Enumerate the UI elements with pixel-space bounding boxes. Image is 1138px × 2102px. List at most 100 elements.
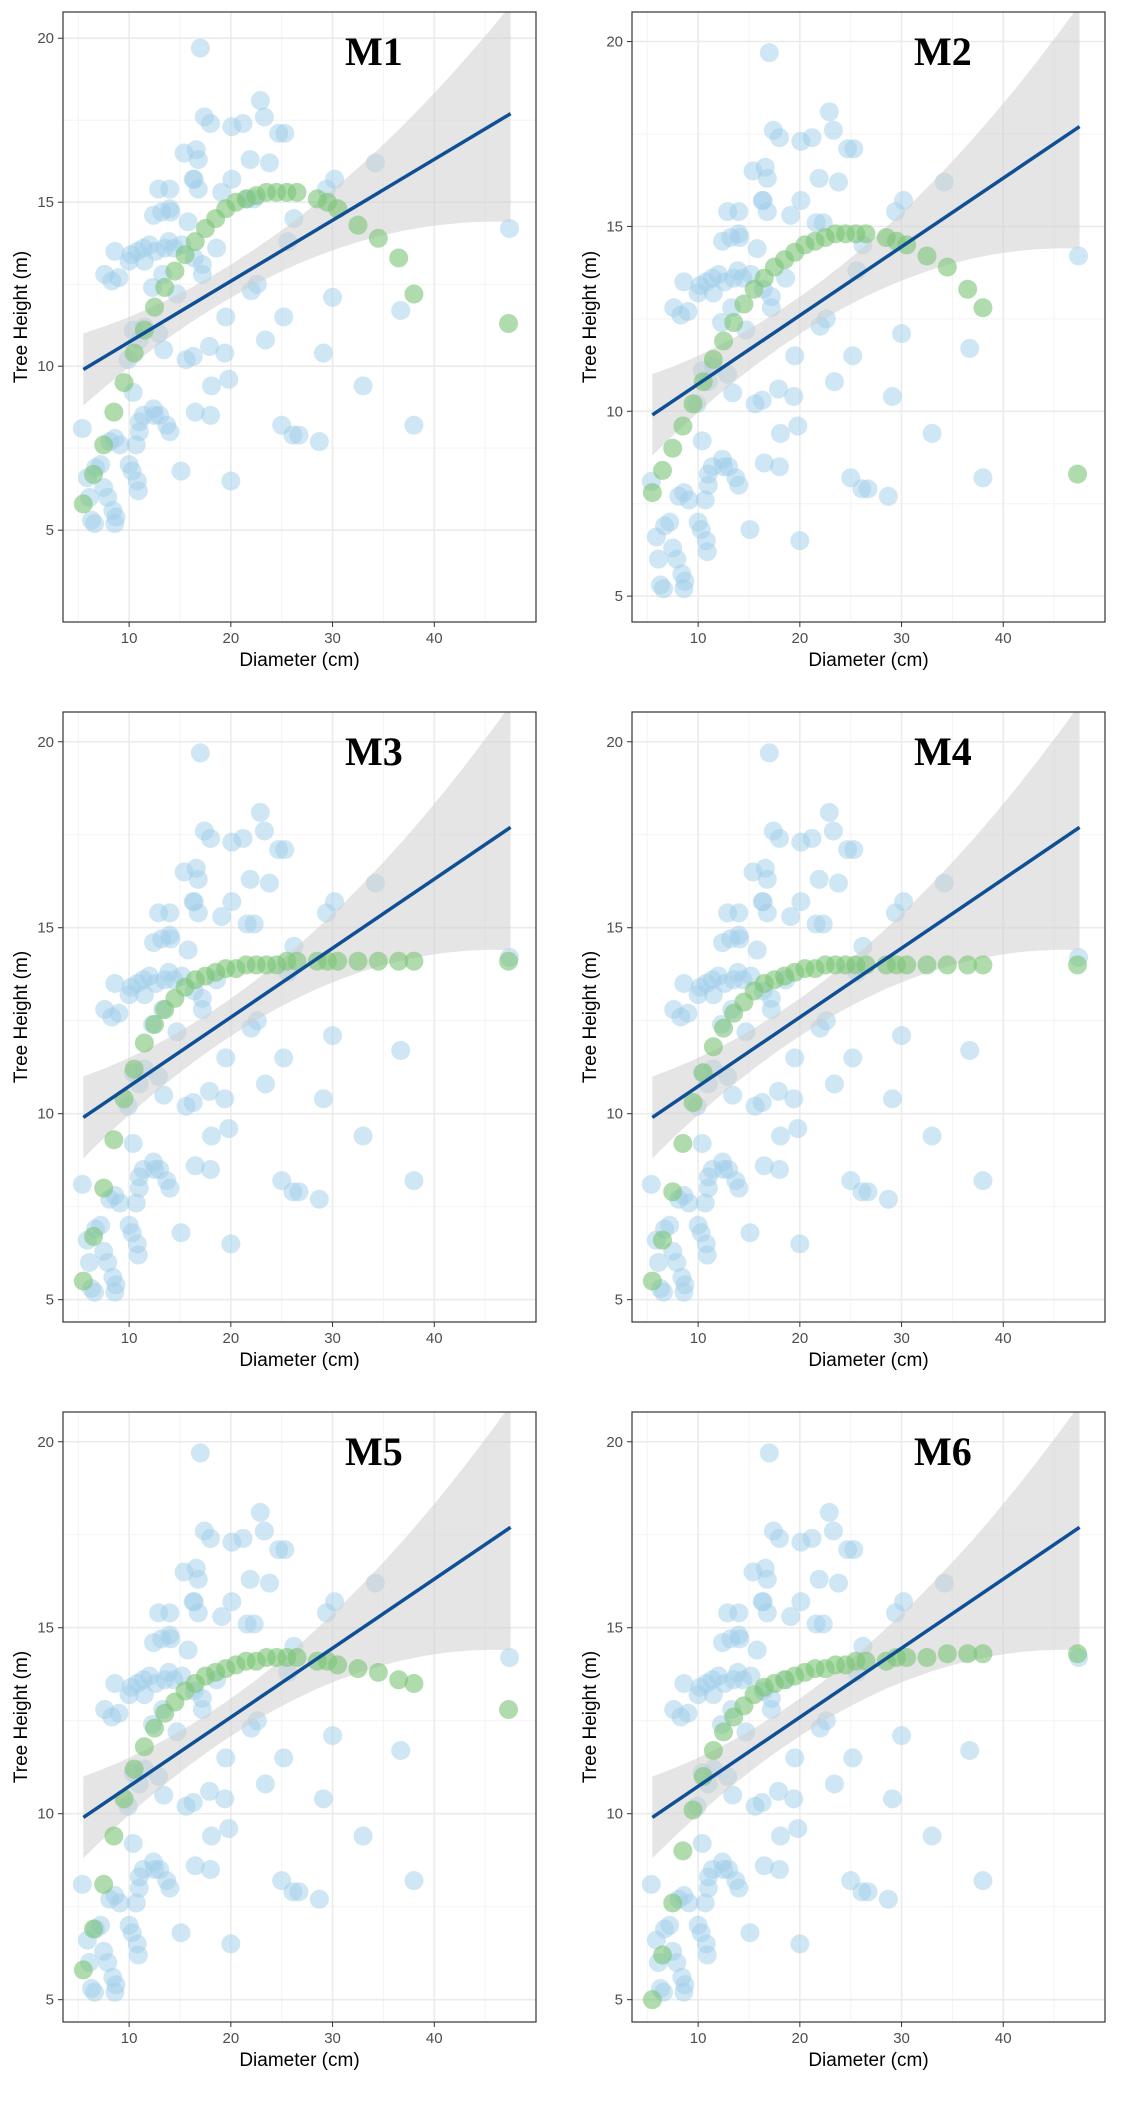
x-tick-label: 30 <box>893 1330 910 1347</box>
panel-title: M2 <box>914 29 972 74</box>
observed-point <box>753 892 773 912</box>
predicted-point <box>134 1737 154 1757</box>
observed-point <box>185 402 205 422</box>
x-tick-label: 20 <box>791 2030 808 2047</box>
observed-point <box>309 1189 329 1209</box>
predicted-point <box>499 1700 519 1720</box>
observed-point <box>183 1793 203 1813</box>
predicted-point <box>287 182 307 202</box>
observed-point <box>161 202 181 222</box>
observed-point <box>160 1878 180 1898</box>
observed-point <box>183 346 203 366</box>
predicted-point <box>114 1089 134 1109</box>
observed-point <box>105 1982 125 2002</box>
observed-point <box>761 298 781 318</box>
panel-title: M4 <box>914 729 972 774</box>
predicted-point <box>94 1874 114 1894</box>
observed-point <box>110 435 130 455</box>
predicted-point <box>1068 955 1088 975</box>
regression-line <box>651 125 1081 417</box>
observed-point <box>216 1048 236 1068</box>
observed-point <box>695 1193 715 1213</box>
predicted-point <box>734 294 754 314</box>
y-axis-title: Tree Height (m) <box>580 951 601 1083</box>
observed-point <box>752 1793 772 1813</box>
observed-point <box>110 1193 130 1213</box>
observed-point <box>161 929 181 949</box>
observed-point <box>126 1193 146 1213</box>
observed-point <box>222 169 242 189</box>
observed-point <box>109 268 129 288</box>
predicted-point <box>114 1789 134 1809</box>
predicted-point <box>642 1271 662 1291</box>
observed-point <box>269 123 289 143</box>
observed-point <box>145 405 165 425</box>
observed-point <box>323 1726 343 1746</box>
observed-point <box>679 1893 699 1913</box>
observed-point <box>697 1945 717 1965</box>
x-tick-label: 20 <box>222 1330 239 1347</box>
observed-point <box>759 743 779 763</box>
observed-point <box>754 453 774 473</box>
predicted-point <box>328 1655 348 1675</box>
observed-point <box>894 1592 914 1612</box>
predicted-point <box>368 951 388 971</box>
observed-point <box>922 1826 942 1846</box>
predicted-point <box>389 951 409 971</box>
observed-point <box>878 1889 898 1909</box>
predicted-point <box>703 1740 723 1760</box>
observed-point <box>788 416 808 436</box>
observed-point <box>714 1860 734 1879</box>
observed-point <box>127 974 147 994</box>
observed-point <box>679 1193 699 1213</box>
observed-point <box>154 340 174 360</box>
observed-point <box>843 346 863 366</box>
observed-point <box>892 1726 912 1746</box>
observed-point <box>212 907 232 927</box>
observed-point <box>695 1893 715 1913</box>
panel-title: M3 <box>345 729 403 774</box>
predicted-point <box>175 245 195 265</box>
observed-point <box>696 272 716 292</box>
predicted-point <box>94 435 114 455</box>
y-axis-title: Tree Height (m) <box>11 251 32 383</box>
observed-point <box>192 1700 212 1720</box>
predicted-point <box>653 1230 673 1250</box>
predicted-point <box>653 460 673 480</box>
y-tick-label: 20 <box>37 30 54 47</box>
observed-point <box>729 1178 749 1198</box>
x-tick-label: 20 <box>222 2030 239 2047</box>
observed-point <box>154 1085 174 1105</box>
predicted-point <box>287 1647 307 1667</box>
observed-point <box>129 1867 149 1887</box>
predicted-point <box>673 416 693 436</box>
observed-point <box>828 873 848 893</box>
observed-point <box>259 1573 279 1593</box>
observed-point <box>185 1856 205 1876</box>
plot-border <box>631 711 1106 1323</box>
x-tick-label: 10 <box>690 2030 707 2047</box>
observed-point <box>244 1614 264 1634</box>
observed-point <box>161 1629 181 1649</box>
predicted-point <box>145 297 165 317</box>
predicted-point <box>73 494 93 514</box>
observed-point <box>648 1252 668 1272</box>
observed-point <box>123 1833 143 1853</box>
x-tick-label: 20 <box>222 630 239 647</box>
observed-point <box>72 1874 92 1894</box>
predicted-point <box>104 402 124 422</box>
observed-point <box>769 128 789 148</box>
predicted-point <box>937 257 957 277</box>
predicted-point <box>404 284 424 304</box>
observed-point <box>784 386 804 406</box>
x-axis-title: Diameter (cm) <box>239 650 359 671</box>
observed-point <box>105 241 125 261</box>
observed-point <box>160 422 180 442</box>
predicted-point <box>642 1990 662 2010</box>
observed-point <box>145 1860 165 1879</box>
y-tick-label: 15 <box>37 1620 54 1637</box>
predicted-point <box>917 955 937 975</box>
predicted-point <box>348 215 368 235</box>
observed-point <box>759 1443 779 1463</box>
